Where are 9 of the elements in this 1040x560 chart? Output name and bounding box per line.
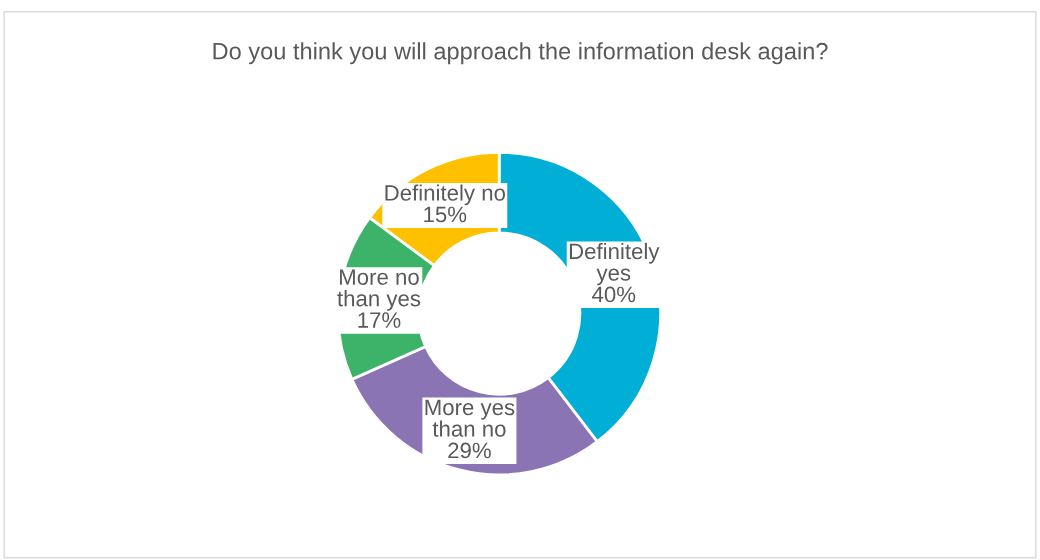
slice-label: More no than yes: [337, 269, 421, 311]
slice-label: Definitely yes: [569, 242, 660, 286]
slice-label: Definitely no: [385, 184, 505, 206]
slice-label: More yes than no: [425, 399, 515, 437]
data-label: 40%: [592, 286, 636, 303]
data-label: 29%: [448, 442, 491, 459]
data-label: 17%: [358, 312, 401, 328]
chart-title: Do you think you will approach the information desk again?: [213, 42, 828, 65]
data-label: 15%: [424, 206, 467, 223]
